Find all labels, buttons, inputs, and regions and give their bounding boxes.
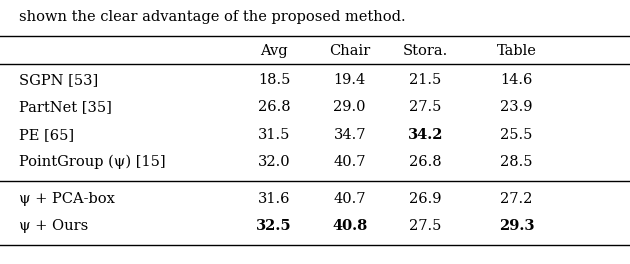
Text: 26.9: 26.9: [409, 192, 442, 206]
Text: 14.6: 14.6: [500, 73, 533, 87]
Text: 26.8: 26.8: [258, 100, 290, 115]
Text: 31.6: 31.6: [258, 192, 290, 206]
Text: 31.5: 31.5: [258, 128, 290, 142]
Text: 32.0: 32.0: [258, 155, 290, 169]
Text: ψ + PCA-box: ψ + PCA-box: [19, 192, 115, 206]
Text: 40.8: 40.8: [332, 219, 367, 233]
Text: 27.5: 27.5: [409, 100, 442, 115]
Text: 27.2: 27.2: [500, 192, 533, 206]
Text: PartNet [35]: PartNet [35]: [19, 100, 112, 115]
Text: 25.5: 25.5: [500, 128, 533, 142]
Text: Stora.: Stora.: [403, 44, 448, 58]
Text: 40.7: 40.7: [333, 192, 366, 206]
Text: 34.2: 34.2: [408, 128, 443, 142]
Text: 40.7: 40.7: [333, 155, 366, 169]
Text: 21.5: 21.5: [409, 73, 442, 87]
Text: 23.9: 23.9: [500, 100, 533, 115]
Text: 26.8: 26.8: [409, 155, 442, 169]
Text: ψ + Ours: ψ + Ours: [19, 219, 88, 233]
Text: 29.3: 29.3: [499, 219, 534, 233]
Text: PointGroup (ψ) [15]: PointGroup (ψ) [15]: [19, 155, 166, 169]
Text: Table: Table: [496, 44, 537, 58]
Text: 34.7: 34.7: [333, 128, 366, 142]
Text: 19.4: 19.4: [333, 73, 366, 87]
Text: shown the clear advantage of the proposed method.: shown the clear advantage of the propose…: [19, 10, 406, 24]
Text: 18.5: 18.5: [258, 73, 290, 87]
Text: 27.5: 27.5: [409, 219, 442, 233]
Text: Avg: Avg: [260, 44, 288, 58]
Text: SGPN [53]: SGPN [53]: [19, 73, 98, 87]
Text: 32.5: 32.5: [256, 219, 292, 233]
Text: Chair: Chair: [329, 44, 370, 58]
Text: 28.5: 28.5: [500, 155, 533, 169]
Text: PE [65]: PE [65]: [19, 128, 74, 142]
Text: 29.0: 29.0: [333, 100, 366, 115]
